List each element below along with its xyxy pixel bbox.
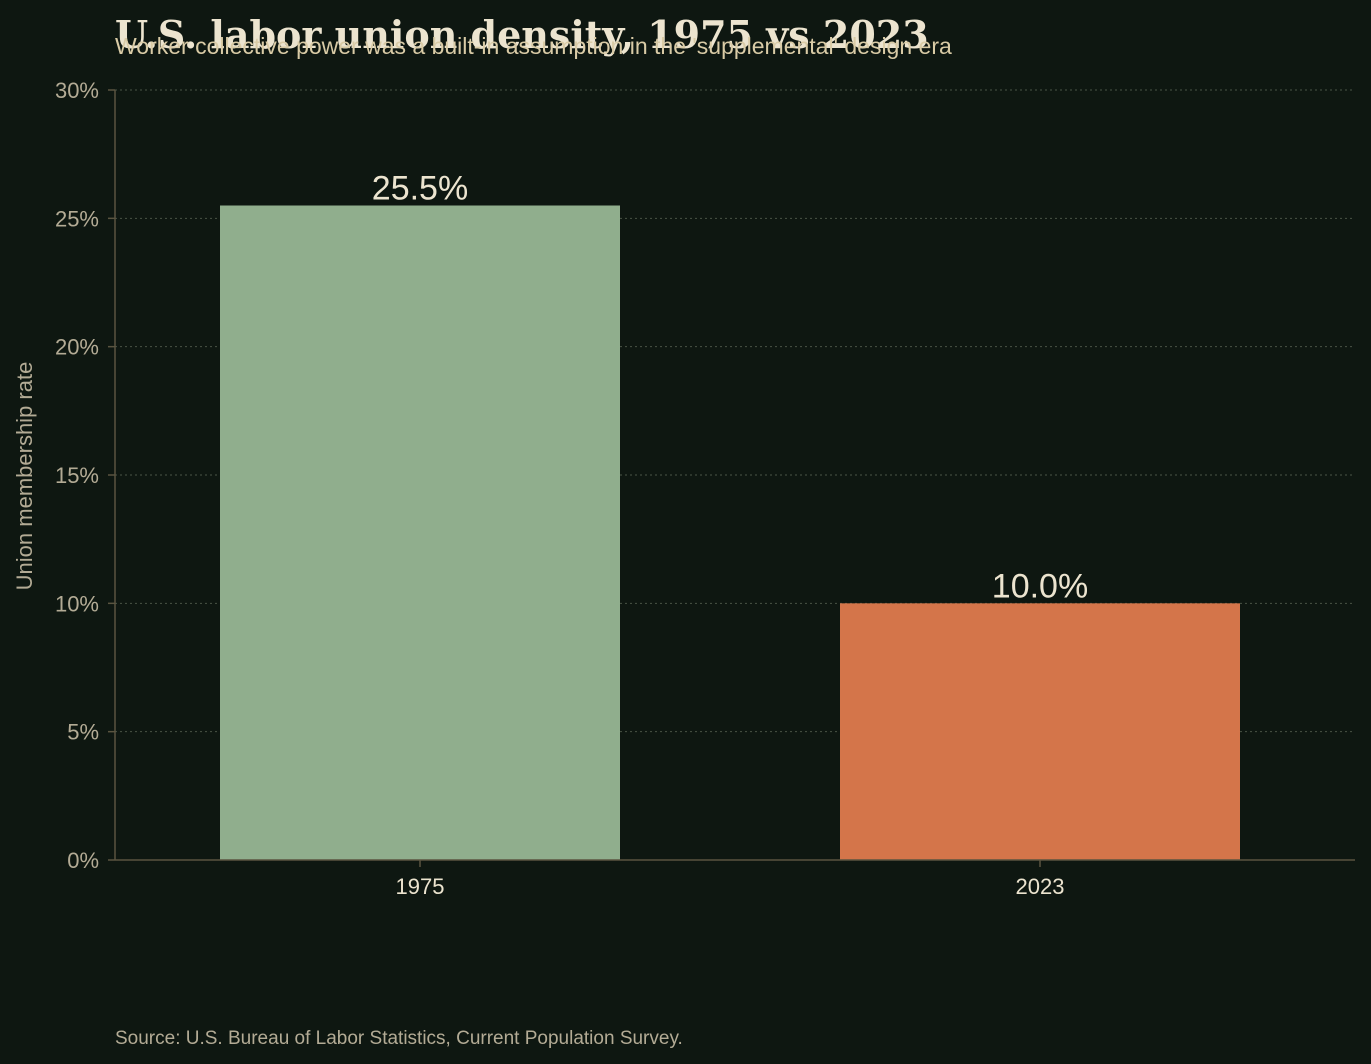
source-note: Source: U.S. Bureau of Labor Statistics,… (115, 1028, 683, 1049)
x-tick-labels: 1975 2023 (396, 874, 1065, 899)
y-tick-label: 30% (55, 78, 99, 103)
data-label-2023: 10.0% (992, 567, 1088, 605)
y-tick-labels: 0% 5% 10% 15% 20% 25% 30% (55, 78, 99, 873)
y-tick-label: 20% (55, 335, 99, 360)
y-axis-title: Union membership rate (12, 362, 37, 591)
bar-2023 (840, 603, 1240, 860)
chart-subtitle: Worker collective power was a built-in a… (115, 33, 952, 59)
data-labels: 25.5% 10.0% (372, 170, 1088, 606)
axes (108, 89, 1355, 867)
bars (220, 205, 1240, 860)
data-label-1975: 25.5% (372, 170, 468, 208)
x-tick-label-2023: 2023 (1016, 874, 1065, 899)
bar-1975 (220, 205, 620, 860)
chart-title: U.S. labor union density, 1975 vs 2023 (115, 12, 929, 57)
y-tick-label: 10% (55, 591, 99, 616)
y-tick-label: 0% (67, 848, 99, 873)
x-tick-label-1975: 1975 (396, 874, 445, 899)
y-tick-label: 15% (55, 463, 99, 488)
y-tick-label: 25% (55, 206, 99, 231)
y-tick-label: 5% (67, 720, 99, 745)
